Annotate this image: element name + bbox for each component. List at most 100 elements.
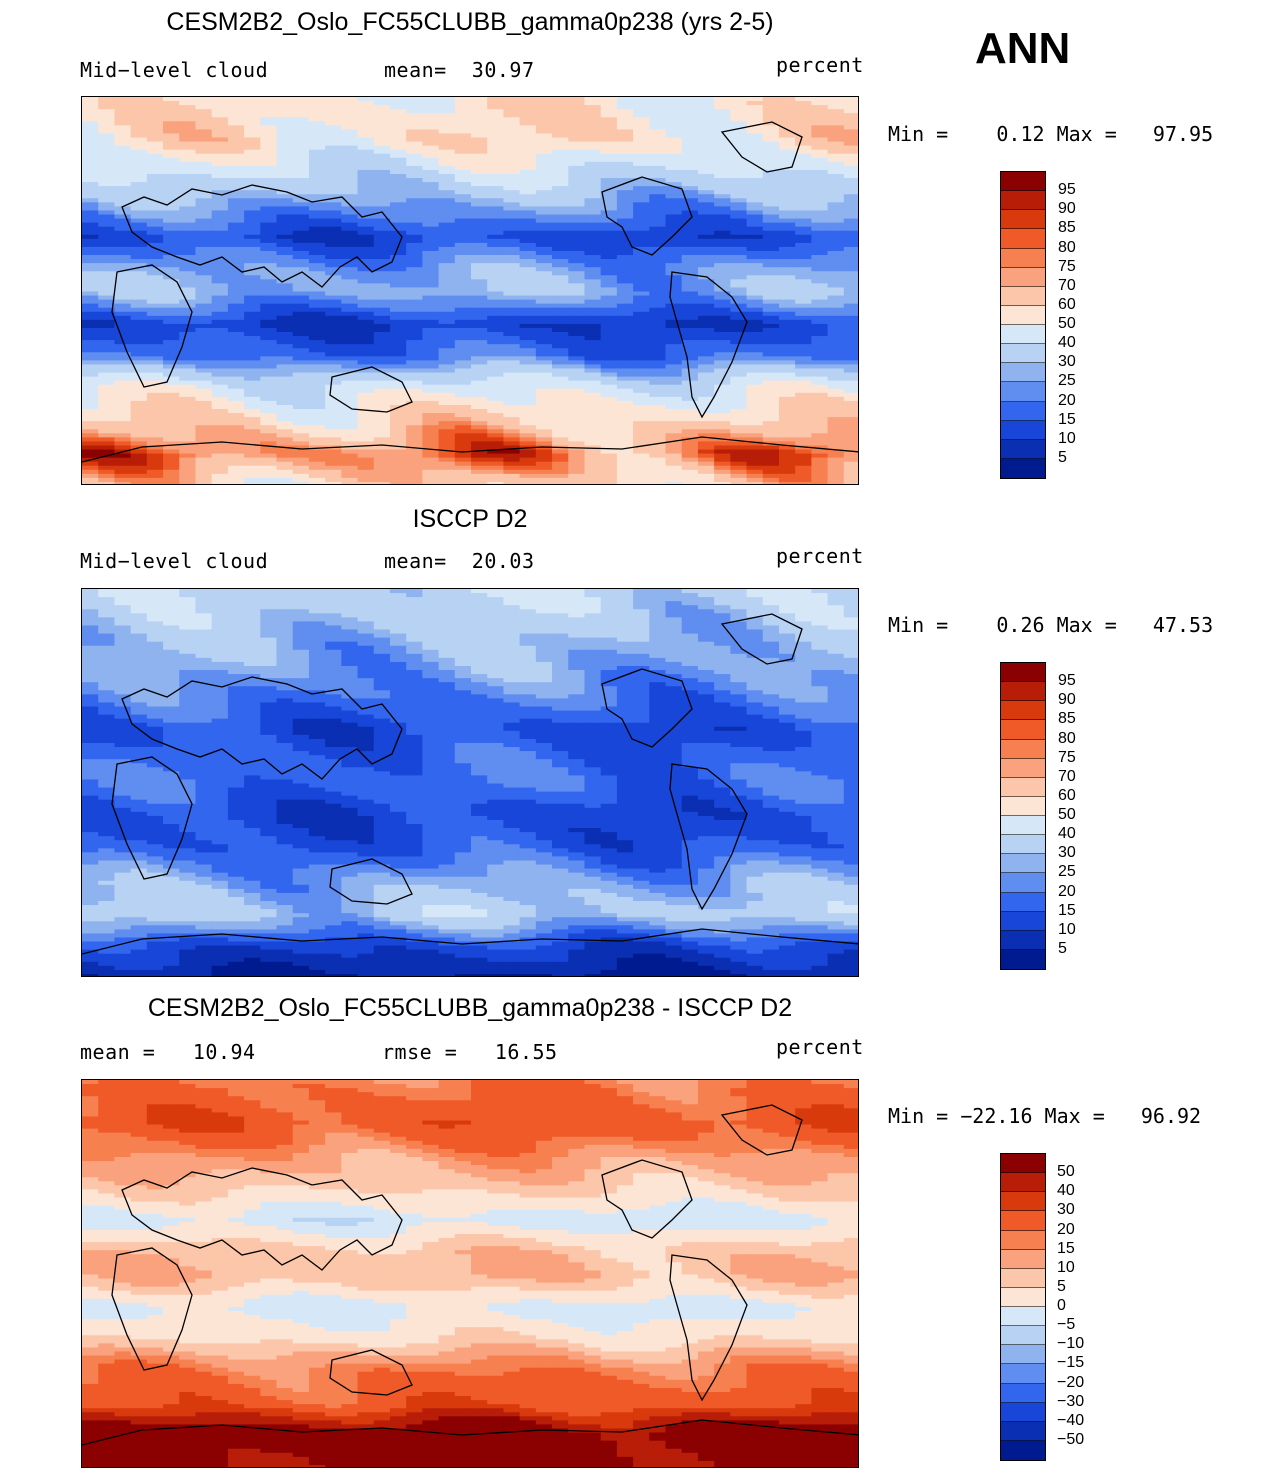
field-cell [827, 202, 845, 207]
field-cell [746, 250, 764, 256]
field-cell [795, 165, 812, 171]
field-cell [325, 141, 342, 147]
field-cell [697, 449, 715, 455]
field-cell [146, 173, 164, 179]
field-cell [778, 303, 796, 309]
field-cell [130, 429, 148, 434]
field-cell [163, 360, 180, 366]
field-cell [503, 145, 521, 151]
field-cell [276, 165, 294, 171]
field-cell [649, 469, 667, 475]
field-cell [778, 461, 796, 467]
field-cell [244, 101, 261, 106]
field-cell [244, 242, 261, 248]
field-cell [244, 202, 261, 207]
field-cell [260, 344, 278, 349]
field-cell [778, 267, 796, 272]
field-cell [422, 149, 440, 155]
field-cell [98, 315, 116, 321]
field-cell [600, 429, 618, 434]
field-cell [98, 360, 116, 366]
field-cell [114, 234, 132, 240]
field-cell [244, 457, 261, 463]
field-cell [535, 404, 553, 410]
field-cell [519, 413, 537, 418]
field-cell [179, 101, 197, 106]
field-cell [616, 141, 634, 147]
field-cell [600, 445, 618, 451]
field-cell [389, 133, 407, 139]
field-cell [82, 417, 99, 422]
field-cell [308, 234, 326, 240]
field-cell [649, 332, 667, 337]
field-cell [98, 433, 116, 438]
field-cell [276, 360, 294, 366]
field-cell [503, 255, 521, 260]
field-cell [697, 421, 715, 426]
field-cell [730, 238, 748, 244]
field-cell [373, 348, 391, 353]
field-cell [730, 141, 748, 147]
field-cell [503, 287, 521, 293]
field-cell [276, 234, 294, 240]
field-cell [454, 469, 472, 475]
field-cell [82, 392, 99, 398]
field-cell [98, 597, 116, 602]
coastline [669, 271, 748, 419]
field-cell [114, 182, 132, 187]
field-cell [584, 417, 602, 422]
field-cell [438, 165, 456, 171]
field-cell [795, 145, 812, 151]
field-cell [179, 157, 197, 163]
field-cell [260, 465, 278, 471]
field-cell [503, 332, 521, 337]
field-cell [584, 609, 602, 614]
field-cell [389, 613, 407, 618]
field-cell [292, 425, 310, 430]
field-cell [843, 465, 858, 471]
field-cell [276, 457, 294, 463]
field-cell [341, 230, 359, 236]
field-cell [633, 376, 650, 382]
field-cell [811, 186, 829, 191]
field-cell [82, 210, 99, 216]
field-cell [227, 230, 245, 236]
field-cell [795, 230, 812, 236]
field-cell [519, 279, 537, 284]
field-cell [827, 392, 845, 398]
field-cell [406, 242, 423, 248]
field-cell [438, 609, 456, 614]
field-cell [795, 376, 812, 382]
field-cell [276, 465, 294, 471]
field-cell [503, 368, 521, 374]
field-cell [697, 477, 715, 483]
field-cell [308, 589, 326, 594]
field-cell [616, 295, 634, 301]
field-cell [438, 311, 456, 317]
field-cell [552, 593, 569, 598]
field-cell [422, 178, 440, 183]
field-cell [746, 283, 764, 289]
field-cell [503, 230, 521, 236]
field-cell [730, 453, 748, 459]
field-cell [179, 255, 197, 260]
field-cell [843, 97, 858, 102]
field-cell [98, 303, 116, 309]
field-cell [82, 190, 99, 195]
field-cell [616, 109, 634, 114]
field-cell [211, 437, 229, 443]
field-cell [341, 453, 359, 459]
field-cell [227, 178, 245, 183]
field-cell [422, 206, 440, 212]
field-cell [568, 453, 586, 459]
field-cell [341, 222, 359, 228]
field-cell [714, 465, 731, 471]
field-cell [163, 380, 180, 386]
field-cell [649, 97, 667, 102]
field-cell [811, 593, 829, 598]
field-cell [568, 409, 586, 414]
field-cell [600, 380, 618, 386]
field-cell [211, 348, 229, 353]
field-cell [665, 311, 683, 317]
field-cell [227, 311, 245, 317]
